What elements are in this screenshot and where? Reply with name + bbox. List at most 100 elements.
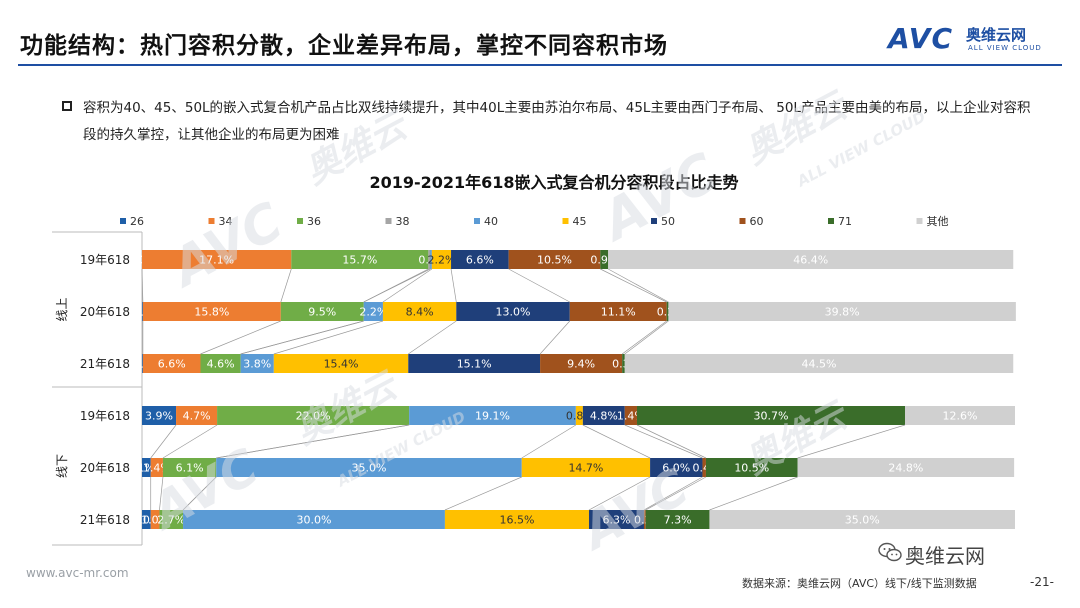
series-connector-line — [621, 320, 667, 355]
legend-label-71: 71 — [838, 215, 852, 228]
page-number: -21- — [1030, 575, 1054, 589]
data-label-36: 22.0% — [296, 410, 331, 423]
bar-segment-36 — [280, 302, 364, 321]
legend-label-34: 34 — [219, 215, 233, 228]
bar-segment-other — [709, 510, 1015, 529]
row-label: 20年618 — [80, 461, 130, 475]
legend-swatch-71 — [828, 218, 834, 224]
bar-segment-71 — [705, 458, 798, 477]
avc-logo: AVC 奥维云网 ALL VIEW CLOUD — [888, 20, 1058, 60]
data-label-40: 35.0% — [352, 462, 387, 475]
bar-segment-71 — [666, 302, 669, 321]
bar-segment-60 — [540, 354, 623, 373]
series-connector-line — [643, 476, 703, 511]
bar-segment-71 — [645, 510, 710, 529]
data-label-50: 6.3% — [602, 514, 630, 527]
data-label-other: 39.8% — [825, 306, 860, 319]
bar-segment-45 — [273, 354, 409, 373]
series-connector-line — [797, 424, 906, 459]
data-label-other: 12.6% — [943, 410, 978, 423]
data-label-40: 3.8% — [243, 358, 271, 371]
data-label-other: 35.0% — [845, 514, 880, 527]
bar-segment-40 — [240, 354, 274, 373]
logo-english: ALL VIEW CLOUD — [968, 44, 1042, 52]
series-connector-line — [539, 320, 571, 355]
bar-segment-other — [668, 302, 1016, 321]
bar-segment-other — [905, 406, 1015, 425]
legend-label-50: 50 — [661, 215, 675, 228]
series-connector-line — [159, 476, 164, 511]
data-label-50: 6.0% — [662, 462, 690, 475]
data-label-36: 15.7% — [342, 254, 377, 267]
bar-segment-34 — [142, 354, 201, 373]
series-connector-line — [182, 476, 217, 511]
bar-segment-50 — [408, 354, 541, 373]
series-connector-line — [709, 476, 798, 511]
group-label-1: 线下 — [55, 454, 69, 478]
bar-segment-36 — [159, 510, 184, 529]
series-connector-line — [582, 424, 651, 459]
bar-segment-34 — [142, 250, 292, 269]
data-label-45: 14.7% — [568, 462, 603, 475]
row-label: 19年618 — [80, 409, 130, 423]
legend-label-36: 36 — [307, 215, 321, 228]
bar-segment-50 — [588, 510, 644, 529]
legend-label-40: 40 — [484, 215, 498, 228]
data-label-45: 8.4% — [406, 306, 434, 319]
legend-swatch-50 — [651, 218, 657, 224]
data-label-34: 6.6% — [158, 358, 186, 371]
data-label-40: 2.2% — [359, 306, 387, 319]
bar-segment-50 — [456, 302, 570, 321]
bar-segment-45 — [444, 510, 589, 529]
series-connector-line — [588, 476, 651, 511]
series-connector-line — [624, 424, 703, 459]
bar-segment-60 — [702, 458, 706, 477]
series-connector-line — [645, 476, 707, 511]
series-connector-line — [382, 268, 433, 303]
bar-segment-50 — [451, 250, 509, 269]
data-label-other: 24.8% — [888, 462, 923, 475]
legend-label-38: 38 — [396, 215, 410, 228]
legend-swatch-40 — [474, 218, 480, 224]
legend-label-45: 45 — [573, 215, 587, 228]
row-label: 21年618 — [80, 513, 130, 527]
bar-segment-40 — [216, 458, 522, 477]
legend-swatch-其他 — [916, 218, 923, 224]
series-connector-line — [600, 268, 667, 303]
bar-segment-36 — [291, 250, 429, 269]
bar-segment-36 — [200, 354, 241, 373]
data-label-26: 3.9% — [145, 410, 173, 423]
data-label-36: 2.7% — [157, 514, 185, 527]
data-label-50: 13.0% — [496, 306, 531, 319]
data-label-45: 15.4% — [324, 358, 359, 371]
legend-swatch-45 — [562, 218, 569, 224]
bar-segment-60 — [624, 406, 637, 425]
series-connector-line — [444, 476, 522, 511]
data-label-34: 17.1% — [199, 254, 234, 267]
series-connector-line — [508, 268, 570, 303]
series-connector-line — [363, 268, 431, 303]
data-label-45: 2.2% — [427, 254, 455, 267]
bar-segment-40 — [183, 510, 445, 529]
data-label-40: 19.1% — [475, 410, 510, 423]
bar-segment-45 — [382, 302, 457, 321]
data-label-36: 9.5% — [308, 306, 336, 319]
footer-website[interactable]: www.avc-mr.com — [26, 566, 129, 580]
bar-segment-36 — [217, 406, 410, 425]
bar-segment-26 — [142, 406, 177, 425]
data-label-71: 7.3% — [664, 514, 692, 527]
legend-swatch-36 — [297, 218, 303, 224]
bar-segment-34 — [150, 458, 163, 477]
bar-segment-other — [608, 250, 1014, 269]
series-connector-line — [280, 268, 292, 303]
data-label-34: 4.7% — [183, 410, 211, 423]
bar-segment-50 — [650, 458, 703, 477]
bar-segment-50 — [582, 406, 625, 425]
series-connector-line — [273, 320, 384, 355]
bar-segment-71 — [600, 250, 609, 269]
legend-label-60: 60 — [750, 215, 764, 228]
row-label: 19年618 — [80, 253, 130, 267]
series-connector-line — [141, 268, 144, 303]
bar-segment-26 — [142, 354, 143, 373]
data-label-60: 9.4% — [567, 358, 595, 371]
